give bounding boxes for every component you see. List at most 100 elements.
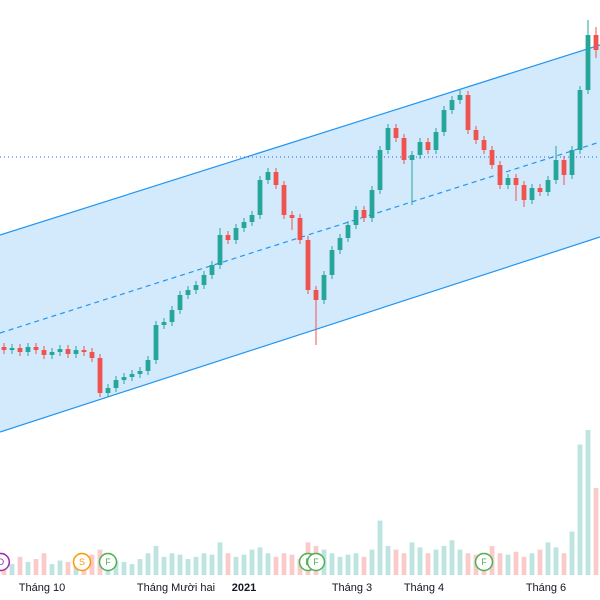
volume-bar	[377, 520, 383, 575]
candle-body	[33, 347, 39, 350]
volume-bar	[329, 553, 335, 575]
candle-body	[113, 380, 119, 388]
candle-body	[41, 350, 47, 355]
volume-bar	[593, 488, 599, 575]
volume-bar	[297, 559, 303, 575]
candle-body	[345, 225, 351, 238]
volume-bar	[249, 549, 255, 575]
candle-body	[457, 95, 463, 100]
event-marker	[474, 552, 494, 572]
x-tick-label: Tháng 4	[404, 582, 444, 594]
x-tick-label: Tháng Mười hai	[137, 582, 215, 594]
candle-body	[81, 350, 87, 352]
candle-body	[177, 295, 183, 310]
event-label: F	[105, 557, 111, 567]
volume-bar	[25, 561, 31, 575]
candle-body	[329, 250, 335, 275]
candle-body	[97, 358, 103, 393]
event-marker	[306, 552, 326, 572]
x-tick-label: Tháng 10	[19, 582, 65, 594]
volume-bar	[193, 556, 199, 575]
candle-body	[529, 188, 535, 200]
candle-body	[545, 180, 551, 192]
candle-body	[361, 210, 367, 218]
volume-bar	[401, 553, 407, 575]
candle-body	[145, 360, 151, 371]
event-marker	[72, 552, 92, 572]
volume-bar	[289, 554, 295, 575]
volume-bar	[529, 553, 535, 575]
candle-body	[409, 155, 415, 160]
candle-body	[505, 178, 511, 185]
volume-bar	[273, 556, 279, 575]
candle-body	[257, 180, 263, 215]
event-label: F	[481, 557, 487, 567]
candle-body	[441, 110, 447, 132]
candle-body	[377, 150, 383, 190]
volume-bar	[521, 556, 527, 575]
candle-body	[161, 322, 167, 325]
x-tick-label: Tháng 6	[526, 582, 566, 594]
event-label: D	[0, 557, 5, 567]
candle-body	[89, 352, 95, 358]
candle-body	[313, 290, 319, 300]
event-marker	[98, 552, 118, 572]
volume-bar	[505, 554, 511, 575]
volume-bar	[89, 554, 95, 575]
volume-bar	[57, 560, 63, 575]
volume-bar	[17, 556, 23, 575]
volume-bar	[201, 553, 207, 575]
volume-bar	[585, 430, 591, 575]
volume-bar	[561, 553, 567, 575]
volume-bar	[449, 540, 455, 575]
volume-bar	[393, 549, 399, 575]
volume-bar	[153, 546, 159, 575]
candle-body	[9, 348, 15, 350]
volume-bar	[409, 542, 415, 575]
candle-body	[57, 349, 63, 352]
candle-body	[265, 172, 271, 180]
volume-bar	[33, 559, 39, 575]
candle-body	[433, 132, 439, 150]
volume-bar	[417, 547, 423, 575]
volume-bar	[457, 549, 463, 575]
candle-body	[553, 160, 559, 180]
candle-body	[425, 142, 431, 150]
candle-body	[201, 275, 207, 285]
candle-body	[465, 95, 471, 130]
volume-bar	[425, 553, 431, 575]
candle-body	[393, 128, 399, 138]
event-marker	[0, 552, 11, 572]
volume-bar	[361, 556, 367, 575]
candle-body	[513, 178, 519, 185]
candle-body	[129, 374, 135, 377]
candle-body	[305, 240, 311, 290]
volume-bar	[385, 546, 391, 575]
x-tick-label: Tháng 3	[332, 582, 372, 594]
candle-body	[241, 222, 247, 228]
candle-body	[497, 165, 503, 185]
candle-body	[537, 188, 543, 192]
volume-bar	[121, 561, 127, 575]
volume-bar	[225, 553, 231, 575]
candle-body	[121, 377, 127, 380]
candle-body	[225, 235, 231, 240]
candle-body	[249, 215, 255, 222]
candle-body	[209, 265, 215, 275]
volume-bar	[441, 546, 447, 575]
candle-body	[337, 238, 343, 250]
volume-bar	[209, 554, 215, 575]
channel-upper	[0, 44, 600, 236]
volume-bar	[65, 561, 71, 575]
candle-body	[65, 349, 71, 354]
candle-body	[137, 371, 143, 374]
candle-body	[1, 347, 7, 350]
volume-bar	[145, 553, 151, 575]
volume-bar	[577, 444, 583, 575]
candle-body	[193, 285, 199, 290]
volume-bar	[553, 547, 559, 575]
volume-bar	[9, 564, 15, 575]
volume-bar	[233, 556, 239, 575]
volume-bar	[465, 553, 471, 575]
candle-body	[281, 185, 287, 215]
